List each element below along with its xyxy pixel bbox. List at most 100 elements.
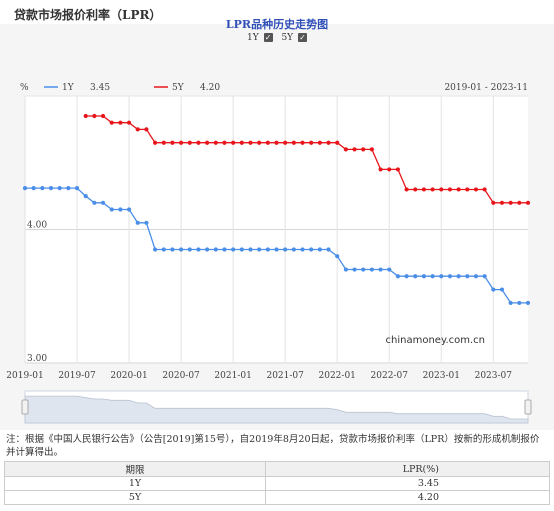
data-point-5y[interactable] xyxy=(205,140,210,145)
data-point-1y[interactable] xyxy=(395,274,401,279)
data-point-5y[interactable] xyxy=(439,187,444,192)
data-point-1y[interactable] xyxy=(196,247,201,252)
data-point-1y[interactable] xyxy=(100,200,106,205)
data-point-5y[interactable] xyxy=(508,200,513,205)
data-point-1y[interactable] xyxy=(517,300,522,306)
data-point-5y[interactable] xyxy=(421,187,427,192)
data-point-1y[interactable] xyxy=(343,267,348,272)
data-point-1y[interactable] xyxy=(525,300,531,306)
data-point-1y[interactable] xyxy=(456,274,461,279)
data-point-5y[interactable] xyxy=(378,167,383,172)
toggle-1y[interactable]: 1Y ✓ xyxy=(247,33,273,43)
data-point-1y[interactable] xyxy=(352,267,357,272)
data-point-5y[interactable] xyxy=(499,200,505,205)
data-point-1y[interactable] xyxy=(92,200,97,205)
data-point-1y[interactable] xyxy=(309,247,314,252)
data-point-1y[interactable] xyxy=(491,287,496,292)
data-point-1y[interactable] xyxy=(239,247,244,252)
data-point-5y[interactable] xyxy=(387,167,392,172)
data-point-5y[interactable] xyxy=(413,187,418,192)
data-point-1y[interactable] xyxy=(31,186,36,191)
data-point-1y[interactable] xyxy=(144,220,149,225)
data-point-5y[interactable] xyxy=(482,187,487,192)
data-point-1y[interactable] xyxy=(83,194,88,199)
data-point-1y[interactable] xyxy=(291,247,296,252)
data-point-5y[interactable] xyxy=(222,140,227,145)
data-point-5y[interactable] xyxy=(335,140,340,145)
data-point-1y[interactable] xyxy=(179,247,184,252)
data-point-5y[interactable] xyxy=(144,127,149,132)
data-point-1y[interactable] xyxy=(118,207,123,212)
data-point-5y[interactable] xyxy=(265,140,270,145)
data-point-5y[interactable] xyxy=(109,120,114,125)
data-point-5y[interactable] xyxy=(187,140,192,145)
data-point-1y[interactable] xyxy=(317,247,322,252)
data-point-5y[interactable] xyxy=(456,187,461,192)
data-point-1y[interactable] xyxy=(48,186,54,191)
data-point-5y[interactable] xyxy=(126,120,132,125)
data-point-1y[interactable] xyxy=(126,207,132,212)
data-point-1y[interactable] xyxy=(205,247,210,252)
data-point-1y[interactable] xyxy=(187,247,192,252)
data-point-1y[interactable] xyxy=(66,186,71,191)
data-point-5y[interactable] xyxy=(300,140,305,145)
data-point-5y[interactable] xyxy=(179,140,184,145)
data-point-1y[interactable] xyxy=(335,254,340,259)
data-point-1y[interactable] xyxy=(439,274,444,279)
data-point-1y[interactable] xyxy=(421,274,427,279)
data-point-5y[interactable] xyxy=(491,200,496,205)
data-point-5y[interactable] xyxy=(473,187,479,192)
data-point-1y[interactable] xyxy=(248,247,253,252)
data-point-1y[interactable] xyxy=(265,247,270,252)
data-point-5y[interactable] xyxy=(291,140,296,145)
data-point-1y[interactable] xyxy=(300,247,305,252)
data-point-5y[interactable] xyxy=(447,187,453,192)
data-point-5y[interactable] xyxy=(239,140,244,145)
data-point-5y[interactable] xyxy=(152,140,158,145)
data-point-5y[interactable] xyxy=(161,140,166,145)
data-point-1y[interactable] xyxy=(170,247,175,252)
data-point-5y[interactable] xyxy=(274,140,279,145)
data-point-5y[interactable] xyxy=(352,147,357,152)
data-point-5y[interactable] xyxy=(213,140,218,145)
data-point-5y[interactable] xyxy=(369,147,374,152)
data-point-5y[interactable] xyxy=(231,140,236,145)
data-point-1y[interactable] xyxy=(222,247,227,252)
data-point-5y[interactable] xyxy=(196,140,201,145)
data-point-5y[interactable] xyxy=(100,113,106,119)
data-point-5y[interactable] xyxy=(309,140,314,145)
data-point-1y[interactable] xyxy=(465,274,470,279)
data-point-5y[interactable] xyxy=(317,140,322,145)
data-point-1y[interactable] xyxy=(361,267,366,272)
data-point-1y[interactable] xyxy=(447,274,453,279)
data-point-5y[interactable] xyxy=(135,127,140,132)
data-point-5y[interactable] xyxy=(118,120,123,125)
data-point-1y[interactable] xyxy=(109,207,114,212)
toggle-5y[interactable]: 5Y ✓ xyxy=(281,33,307,43)
checkmark-icon[interactable]: ✓ xyxy=(263,33,273,42)
data-point-5y[interactable] xyxy=(404,187,409,192)
data-point-5y[interactable] xyxy=(248,140,253,145)
data-point-1y[interactable] xyxy=(257,247,262,252)
data-point-5y[interactable] xyxy=(430,187,435,192)
data-point-5y[interactable] xyxy=(361,147,366,152)
data-point-1y[interactable] xyxy=(161,247,166,252)
data-point-1y[interactable] xyxy=(430,274,435,279)
data-point-1y[interactable] xyxy=(283,247,288,252)
data-point-1y[interactable] xyxy=(274,247,279,252)
data-point-5y[interactable] xyxy=(525,200,531,205)
data-point-1y[interactable] xyxy=(404,274,409,279)
data-point-5y[interactable] xyxy=(395,167,401,172)
data-point-1y[interactable] xyxy=(473,274,479,279)
data-point-5y[interactable] xyxy=(326,140,331,145)
data-point-1y[interactable] xyxy=(482,274,487,279)
data-point-1y[interactable] xyxy=(326,247,331,252)
data-point-5y[interactable] xyxy=(170,140,175,145)
data-point-1y[interactable] xyxy=(369,267,374,272)
data-point-1y[interactable] xyxy=(135,220,140,225)
data-point-1y[interactable] xyxy=(74,186,80,191)
data-point-1y[interactable] xyxy=(508,300,513,306)
data-point-1y[interactable] xyxy=(378,267,383,272)
data-point-5y[interactable] xyxy=(92,113,97,119)
data-point-5y[interactable] xyxy=(257,140,262,145)
